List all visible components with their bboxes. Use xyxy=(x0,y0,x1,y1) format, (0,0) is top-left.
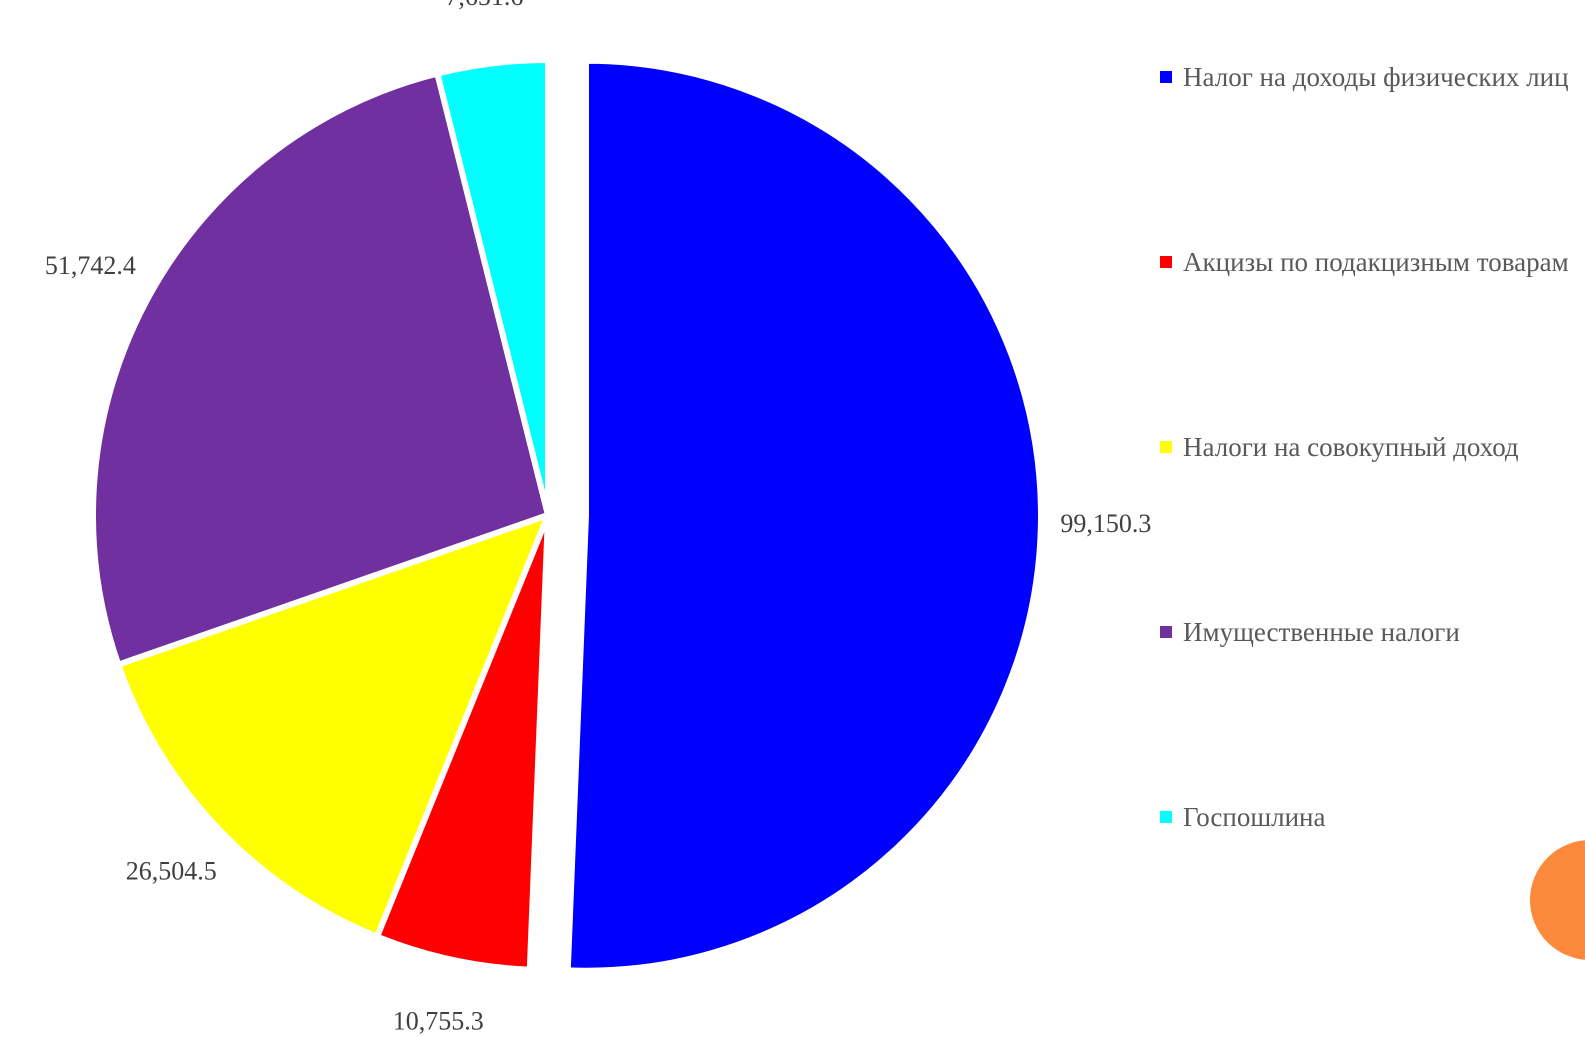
legend-label: Имущественные налоги xyxy=(1183,617,1460,647)
pie-slice xyxy=(373,513,551,973)
legend-label: Госпошлина xyxy=(1183,802,1326,832)
pie-slice xyxy=(564,57,1044,974)
data-label: 7,651.6 xyxy=(445,0,523,11)
legend-label: Налоги на совокупный доход xyxy=(1183,432,1519,462)
legend-item: Налоги на совокупный доход xyxy=(1160,430,1585,464)
legend-item: Налог на доходы физических лиц xyxy=(1160,60,1585,94)
data-label: 51,742.4 xyxy=(45,251,136,280)
legend-label: Налог на доходы физических лиц xyxy=(1183,62,1569,92)
pie-slice xyxy=(114,509,554,941)
data-label: 10,755.3 xyxy=(393,1006,484,1035)
legend-swatch xyxy=(1160,256,1172,268)
legend-swatch xyxy=(1160,811,1172,823)
legend-item: Имущественные налоги xyxy=(1160,615,1585,649)
legend-swatch xyxy=(1160,626,1172,638)
legend-item: Госпошлина xyxy=(1160,800,1585,834)
legend-label: Акцизы по подакцизным товарам xyxy=(1183,247,1569,277)
legend-swatch xyxy=(1160,71,1172,83)
data-label: 99,150.3 xyxy=(1060,509,1151,538)
legend-swatch xyxy=(1160,441,1172,453)
decoration xyxy=(1530,840,1585,960)
pie-slice xyxy=(433,56,551,516)
legend-item: Акцизы по подакцизным товарам xyxy=(1160,245,1585,279)
data-label: 26,504.5 xyxy=(126,856,217,885)
pie-slice xyxy=(90,70,552,669)
